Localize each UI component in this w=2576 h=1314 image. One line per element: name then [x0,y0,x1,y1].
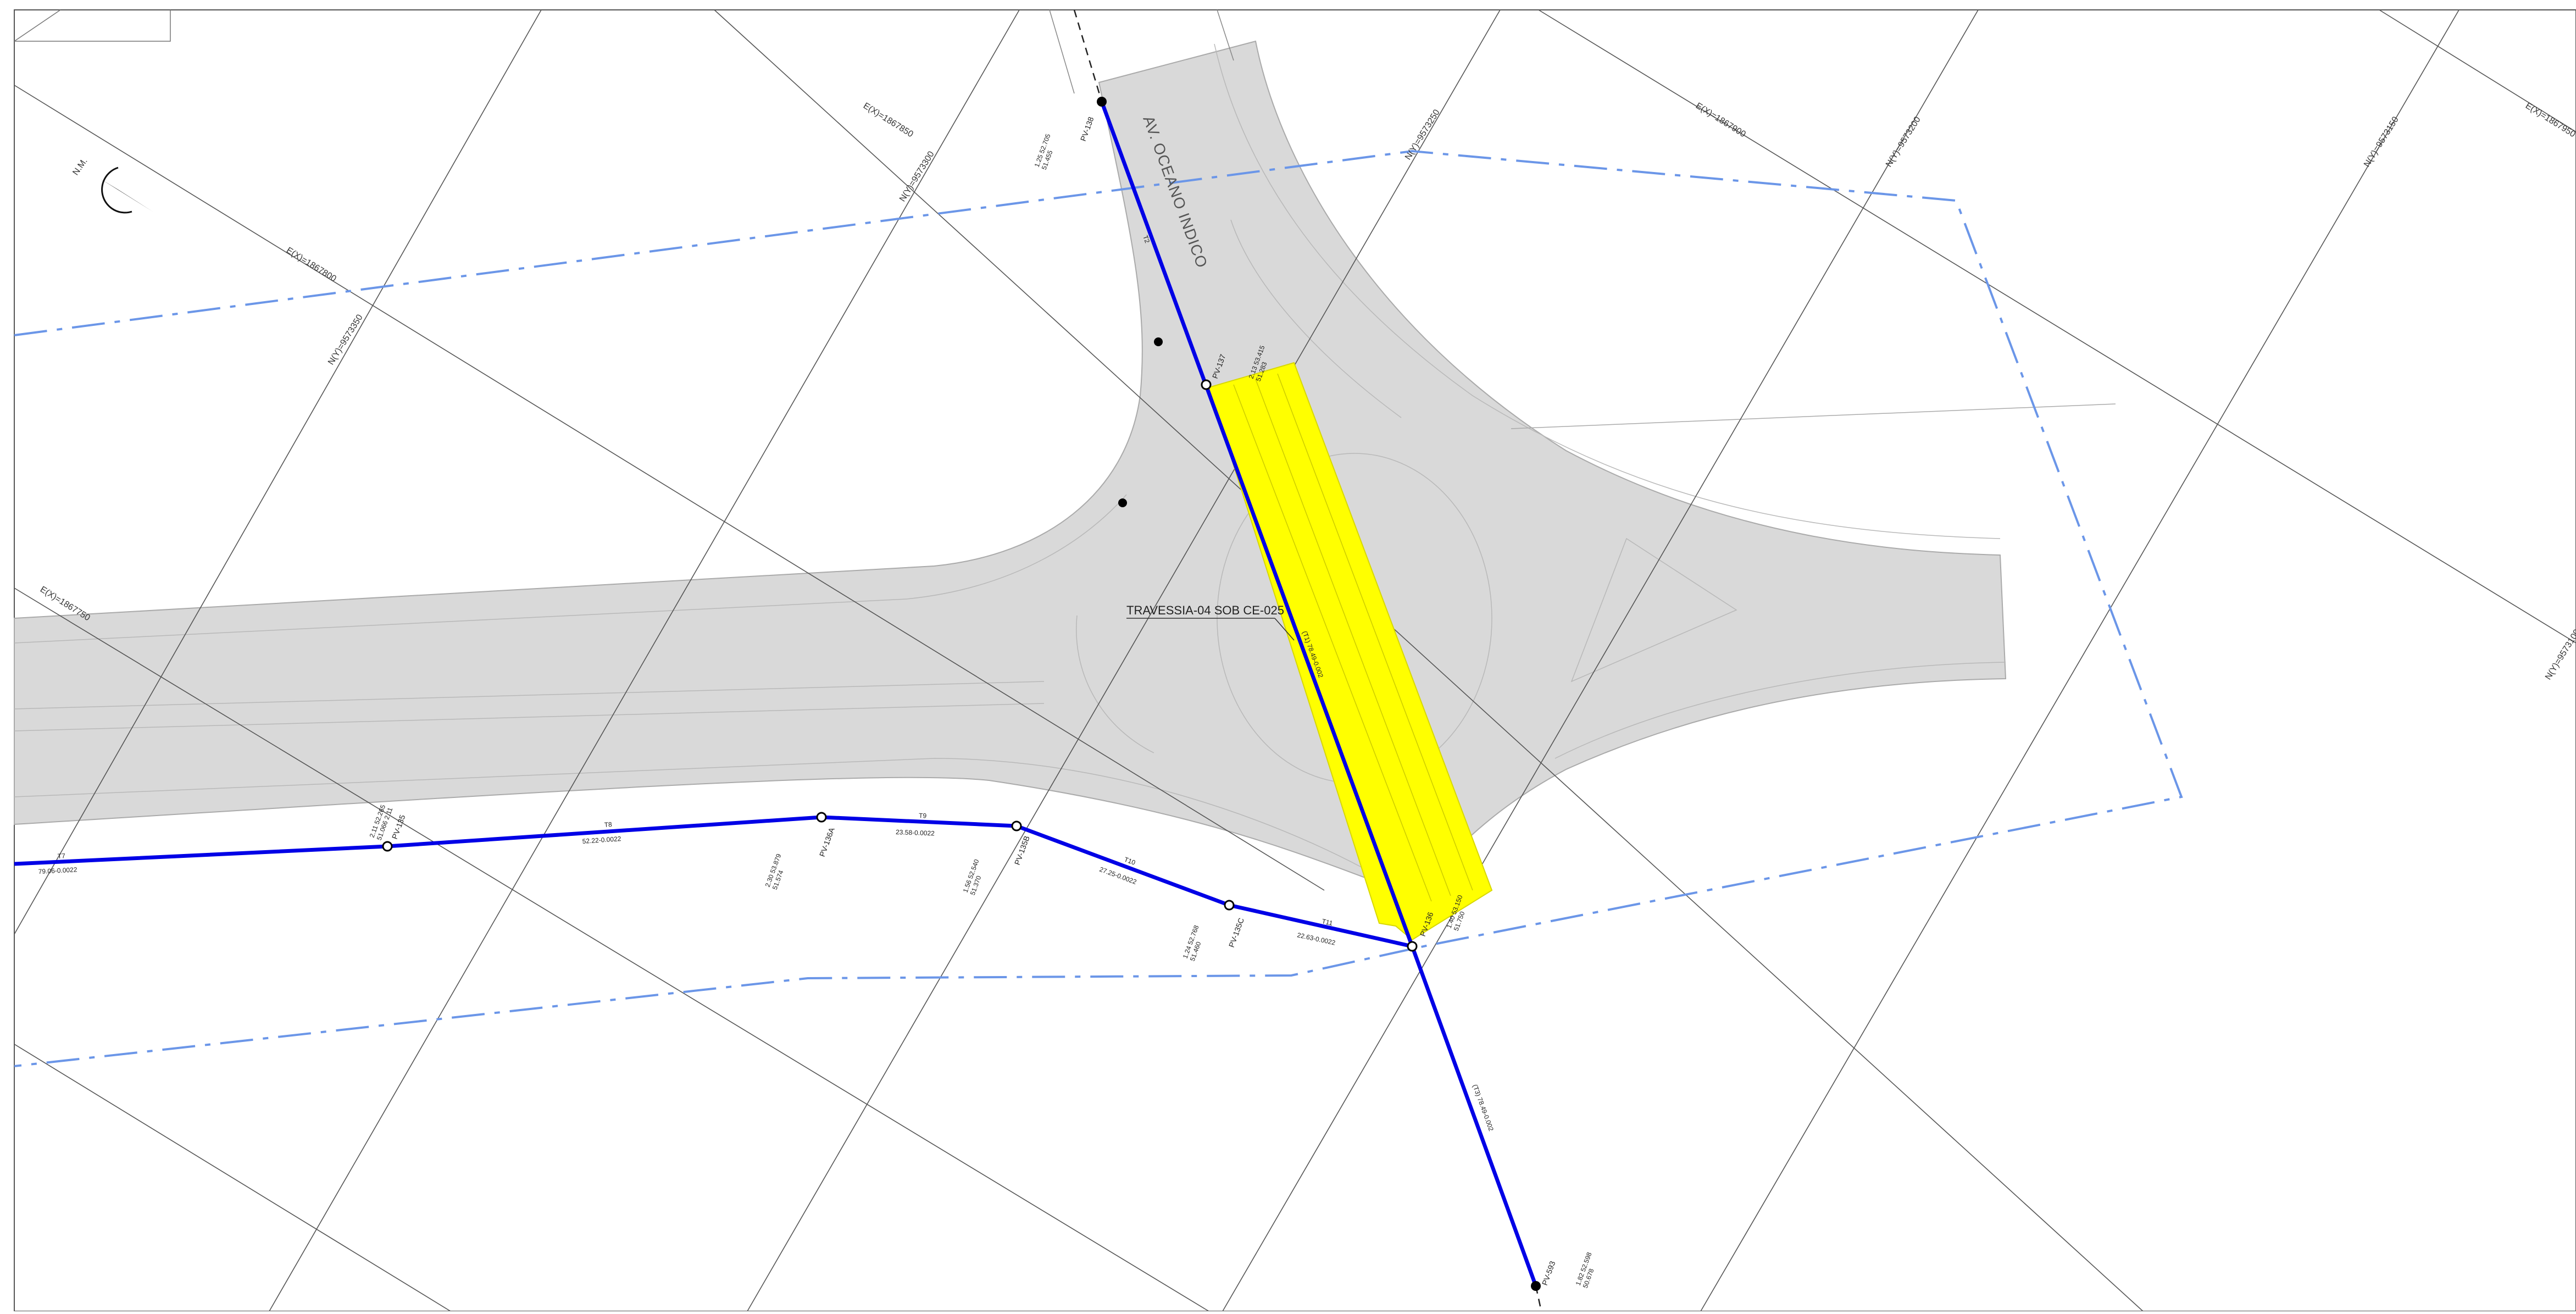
segment-id: T8 [604,820,612,829]
title-block-diagonal [14,9,61,42]
segment-id: T11 [1321,917,1334,927]
grid-label: N(Y)=9573350 [326,313,365,367]
segment-detail: 79.06-0.0022 [38,866,77,875]
grid-label: E(X)=1867900 [1694,101,1747,139]
segment-detail: 23.58-0.0022 [896,828,935,837]
north-arrow-needle-icon [100,179,153,212]
coordinate-grid [14,9,2576,1312]
segment-id: (T3) 78.49-0.002 [1471,1083,1495,1132]
manhole-pv-136[interactable] [1407,941,1418,952]
manhole-pv-137[interactable] [1201,379,1212,390]
project-boundary [14,149,2183,1067]
node-id-pv-138: PV-138 [1079,115,1096,142]
grid-label: N(Y)=9573100 [2544,628,2576,681]
grid-label: E(X)=1867950 [2524,101,2576,139]
grid-label: E(X)=1867850 [862,101,915,139]
north-arrow-icon [101,167,132,214]
manhole-pv-135b[interactable] [1011,820,1022,831]
north-arrow: N.M. [71,157,153,214]
segment-detail: 22.63-0.0022 [1296,931,1336,946]
segment-id: T10 [1123,856,1137,867]
road-edge-line [1217,9,1234,61]
north-arrow-label: N.M. [71,157,89,177]
grid-label: N(Y)=9573200 [1884,115,1923,169]
node-id-pv-135c: PV-135C [1227,917,1246,949]
title-block-corner [14,10,171,42]
crossing-label: TRAVESSIA-04 SOB CE-025 [1126,603,1284,617]
manhole-pv-135[interactable] [382,841,393,852]
crossing-zone [1208,362,1493,941]
existing-line [1073,9,1103,102]
node-extra-pv-593: 1.82 52.59850.678 [1574,1251,1601,1289]
road-edge-line [1049,9,1075,94]
segment-id: T7 [57,852,65,860]
manhole-pv-593[interactable] [1531,1281,1541,1291]
grid-label: N(Y)=9573150 [2362,115,2401,169]
road-surface [14,40,2007,891]
segment-id: T2 [1141,234,1151,244]
node-id-pv-135b: PV-135B [1013,835,1031,866]
node-extra-pv-136a: 2.30 53.87951.574 [764,852,790,890]
node-id-pv-593: PV-593 [1540,1260,1557,1287]
manhole-pv-136a[interactable] [816,812,827,823]
survey-point [1154,337,1163,346]
segment-id: T9 [919,812,927,819]
grid-label: N(Y)=9573250 [1403,108,1442,162]
grid-label: N(Y)=9573300 [898,149,936,203]
node-extra-pv-135c: 1.24 52.76851.460 [1181,924,1208,962]
node-extra-pv-135b: 1.56 52.54051.370 [962,858,988,896]
grid-label: E(X)=1867800 [285,246,338,284]
road-edge-line [1511,403,2116,429]
manhole-pv-138[interactable] [1097,97,1107,107]
manhole-pv-135c[interactable] [1224,900,1235,911]
survey-point [1118,498,1127,507]
crossing-label-leader [1274,618,1295,641]
manhole-markers [382,97,1541,1291]
segment-detail: 52.22-0.0022 [582,835,621,845]
node-extra-pv-138: 1.25 52.70551.455 [1033,132,1059,170]
node-id-pv-136a: PV-136A [818,826,836,858]
